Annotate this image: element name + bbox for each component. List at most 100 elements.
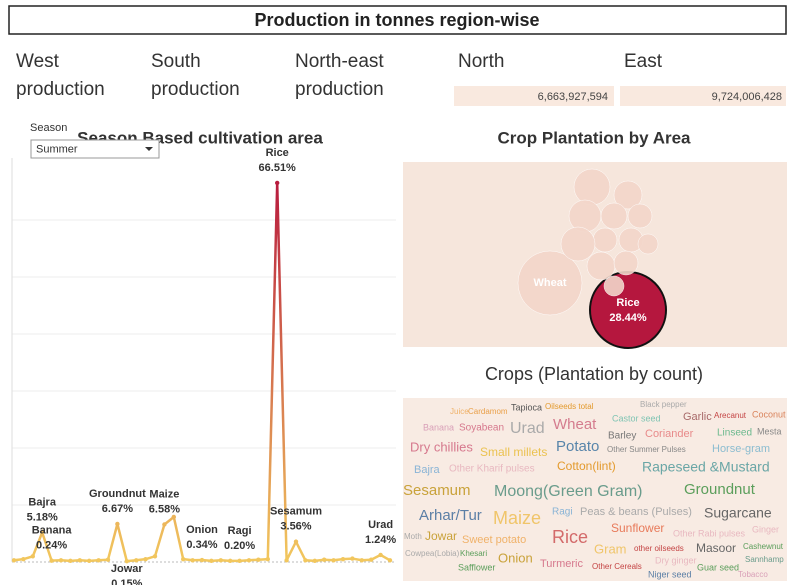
dropdown[interactable] bbox=[30, 139, 160, 159]
point bbox=[331, 558, 336, 563]
word: Khesari bbox=[460, 549, 487, 558]
kpi-value: 9,724,006,428 bbox=[712, 91, 782, 103]
point bbox=[284, 558, 289, 563]
point bbox=[11, 558, 17, 563]
point bbox=[105, 557, 111, 562]
word: Mesta bbox=[757, 426, 782, 436]
point bbox=[369, 557, 374, 562]
word: Other Kharif pulses bbox=[449, 464, 535, 475]
point bbox=[152, 554, 158, 559]
kpi-label-text: North bbox=[458, 51, 504, 72]
word: Coriander bbox=[645, 428, 694, 440]
kpi-label-line: South bbox=[151, 51, 201, 72]
word: Sweet potato bbox=[462, 534, 526, 546]
bubble-category: Rice bbox=[616, 297, 639, 309]
kpi-label: North bbox=[458, 51, 504, 72]
point-label: 3.56% bbox=[280, 521, 311, 533]
kpi-tile bbox=[620, 86, 786, 106]
bubble bbox=[592, 227, 618, 253]
point-category: Banana bbox=[32, 525, 73, 537]
point-label: 1.24% bbox=[365, 534, 396, 546]
season-filter[interactable]: Season Summer bbox=[30, 122, 160, 159]
word: Other Cereals bbox=[592, 562, 642, 571]
kpi-label: West production bbox=[16, 51, 105, 100]
chart-title: Crop Plantation by Area bbox=[497, 128, 691, 147]
chart-title: Crops (Plantation by count) bbox=[485, 364, 703, 384]
word: Wheat bbox=[553, 416, 597, 433]
point-category: Maize bbox=[149, 488, 179, 500]
word: Moong(Green Gram) bbox=[494, 483, 643, 500]
bubble bbox=[560, 226, 596, 262]
word: Juice bbox=[450, 407, 469, 416]
kpi-label: North-east production bbox=[295, 51, 384, 100]
point bbox=[171, 514, 176, 520]
point bbox=[218, 558, 223, 563]
point bbox=[312, 558, 317, 564]
word: Maize bbox=[493, 508, 541, 528]
kpi-label-line: production bbox=[295, 79, 384, 100]
bubble bbox=[603, 275, 625, 297]
kpi-label-line: West bbox=[16, 51, 60, 72]
word: Niger seed bbox=[648, 569, 692, 579]
header-box bbox=[8, 5, 787, 35]
bubble bbox=[627, 203, 653, 229]
point bbox=[124, 558, 129, 564]
bubble bbox=[600, 202, 628, 230]
word: Black pepper bbox=[640, 400, 687, 409]
point bbox=[209, 558, 214, 564]
point-category: Onion bbox=[186, 524, 218, 536]
point bbox=[246, 558, 252, 563]
word: Dry chillies bbox=[410, 439, 473, 454]
point bbox=[21, 556, 26, 562]
point bbox=[237, 558, 242, 564]
word: Cotton(lint) bbox=[557, 459, 616, 473]
point-label: 66.51% bbox=[259, 162, 297, 174]
point bbox=[359, 558, 364, 563]
word: Soyabean bbox=[459, 423, 504, 434]
kpi-tile bbox=[454, 86, 614, 106]
point bbox=[265, 556, 270, 562]
point-label: 0.20% bbox=[224, 540, 255, 552]
bubble bbox=[586, 251, 616, 281]
word: Onion bbox=[498, 550, 533, 565]
word: Moth bbox=[404, 532, 422, 541]
word: Gram bbox=[594, 541, 627, 556]
word: Sesamum bbox=[403, 482, 471, 499]
word: Dry ginger bbox=[655, 555, 697, 565]
point-label: 6.58% bbox=[149, 503, 180, 515]
point bbox=[77, 558, 83, 563]
point bbox=[134, 558, 139, 563]
kpi-value: 6,663,927,594 bbox=[538, 91, 608, 103]
point-category: Ragi bbox=[228, 525, 252, 537]
word: Cashewnut bbox=[743, 542, 784, 551]
point-category: Groundnut bbox=[89, 488, 146, 500]
point-label: 0.15% bbox=[111, 578, 142, 585]
point bbox=[68, 558, 73, 564]
bubble-category: Wheat bbox=[534, 277, 567, 289]
word: Small millets bbox=[480, 445, 547, 459]
point bbox=[256, 557, 261, 562]
bubble bbox=[613, 250, 639, 276]
word: Sunflower bbox=[611, 521, 664, 535]
header-title: Production in tonnes region-wise bbox=[254, 10, 539, 30]
word: Arhar/Tur bbox=[419, 507, 482, 524]
kpi-label-line: production bbox=[151, 79, 240, 100]
point bbox=[303, 558, 308, 563]
point bbox=[30, 554, 35, 559]
word: Cardamom bbox=[468, 407, 508, 416]
point bbox=[340, 556, 346, 562]
bubble bbox=[637, 233, 659, 255]
point bbox=[275, 180, 280, 186]
word: Ragi bbox=[552, 507, 573, 518]
word: Urad bbox=[510, 420, 545, 437]
word: Coconut bbox=[752, 409, 786, 419]
kpi-label: East bbox=[624, 51, 663, 72]
point bbox=[58, 558, 64, 563]
point bbox=[293, 539, 299, 544]
point bbox=[96, 558, 101, 563]
word: Ginger bbox=[752, 524, 779, 534]
word: Safflower bbox=[458, 562, 495, 572]
point-label: 0.34% bbox=[186, 539, 217, 551]
